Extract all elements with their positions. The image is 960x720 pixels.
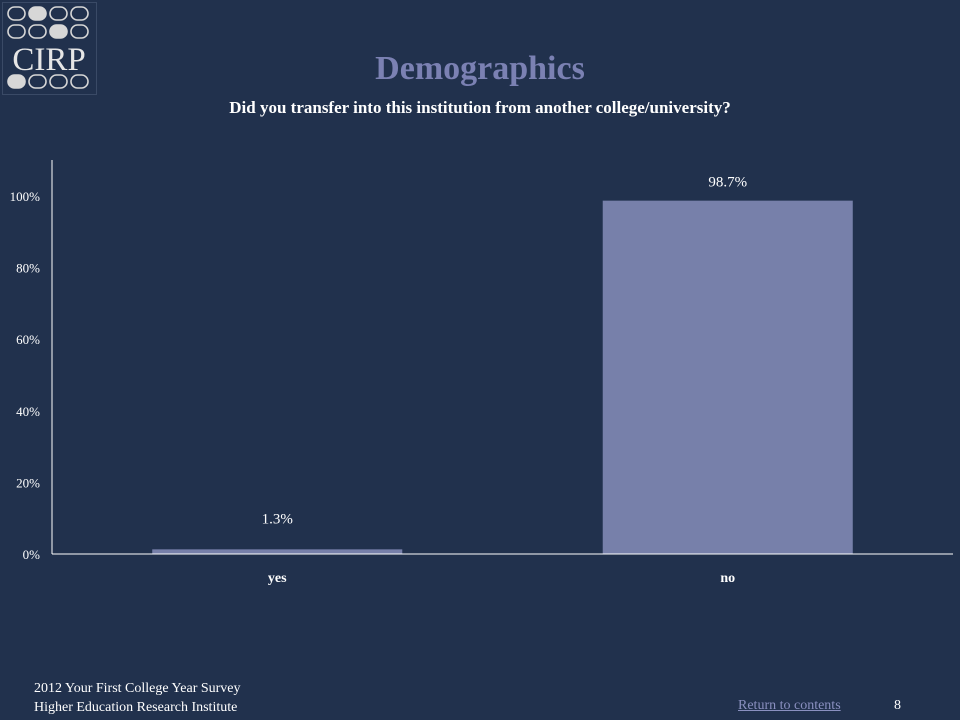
- bar-no: [602, 200, 853, 554]
- footer-survey-name: 2012 Your First College Year Survey: [34, 681, 241, 696]
- y-tick-label: 20%: [16, 475, 40, 490]
- page-number: 8: [894, 698, 901, 713]
- cirp-logo-graphic: CIRP: [2, 2, 97, 95]
- bar-chart: 0% 20% 40% 60% 80% 100% 1.3% 98.7% yes no: [10, 160, 953, 586]
- footer: 2012 Your First College Year Survey High…: [34, 679, 241, 717]
- category-labels: yes no: [268, 571, 735, 586]
- value-label: 98.7%: [708, 175, 747, 191]
- value-labels: 1.3% 98.7%: [262, 175, 748, 528]
- bars: [152, 200, 853, 554]
- logo-text: CIRP: [12, 42, 85, 78]
- y-tick-label: 80%: [16, 261, 40, 276]
- y-tick-label: 40%: [16, 404, 40, 419]
- y-axis-ticks: 0% 20% 40% 60% 80% 100%: [10, 189, 41, 562]
- y-tick-label: 0%: [23, 547, 41, 562]
- value-label: 1.3%: [262, 511, 293, 527]
- footer-institute: Higher Education Research Institute: [34, 700, 238, 715]
- cirp-logo: CIRP: [2, 2, 97, 95]
- y-tick-label: 60%: [16, 332, 40, 347]
- question-subtitle: Did you transfer into this institution f…: [229, 98, 731, 117]
- return-to-contents-link[interactable]: Return to contents: [738, 698, 841, 713]
- category-label: no: [720, 571, 735, 586]
- bar-yes: [152, 549, 403, 554]
- page-title: Demographics: [375, 50, 585, 87]
- y-tick-label: 100%: [10, 189, 41, 204]
- category-label: yes: [268, 571, 287, 586]
